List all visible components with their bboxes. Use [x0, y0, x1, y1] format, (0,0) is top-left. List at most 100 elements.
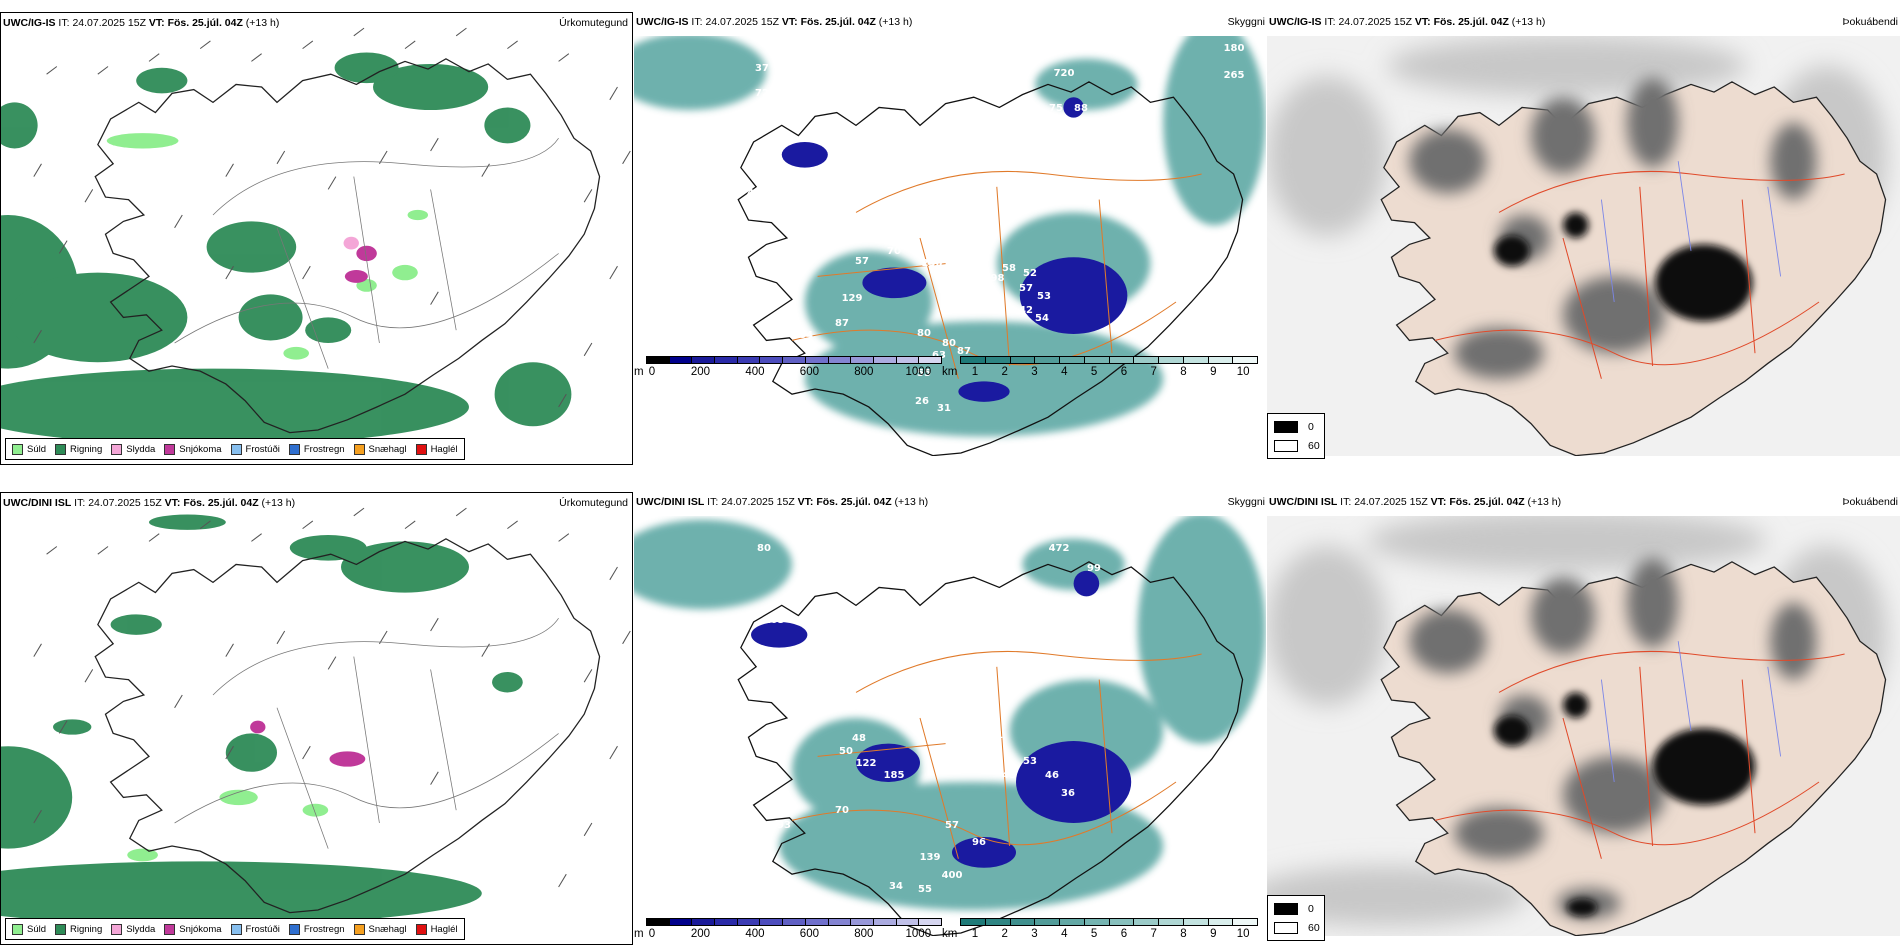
cloud-base-height-label: 80: [917, 328, 931, 339]
cloud-base-height-label: 61: [989, 730, 1003, 741]
cloud-base-height-label: 55: [917, 368, 931, 379]
colorbar-tick: 1: [971, 928, 979, 940]
legend-swatch: [415, 443, 427, 455]
colorbar-segment: [783, 919, 806, 925]
colorbar-segment: [896, 357, 920, 363]
legend-label: Súld: [27, 443, 47, 455]
colorbar-segment: [1010, 357, 1036, 363]
colorbar-segment: [715, 357, 738, 363]
fog-legend: 0 60: [1267, 895, 1325, 941]
colorbar-segment: [760, 919, 784, 925]
legend-item: Rigning: [55, 443, 102, 455]
cloud-base-height-label: 60: [899, 213, 913, 224]
cloud-base-height-label: 93: [777, 820, 791, 831]
colorbar-segment: [873, 919, 897, 925]
colorbar-tick: 6: [1120, 366, 1128, 378]
cloud-base-height-label: 122: [856, 758, 877, 769]
colorbar-segment: [1084, 357, 1110, 363]
cloud-base-height-label: 472: [1049, 543, 1070, 554]
cloud-base-height-label: 42: [732, 138, 746, 149]
cloud-base-height-label: 48: [852, 733, 866, 744]
fog-panel-top: UWC/IG-IS IT: 24.07.2025 15Z VT: Fös. 25…: [1267, 12, 1900, 465]
legend-swatch: [55, 443, 67, 455]
colorbar-segment: [805, 357, 829, 363]
cloud-base-height-label: 37: [755, 63, 769, 74]
cloud-base-height-label: 53: [1037, 291, 1051, 302]
cloud-base-height-label: 46: [1045, 770, 1059, 781]
cloud-base-height-label: 96: [972, 837, 986, 848]
cloud-base-height-label: 432: [1039, 618, 1060, 629]
colorbar-tick: 10: [1236, 928, 1250, 940]
legend-swatch: [230, 443, 242, 455]
cloud-base-height-label: 42: [1019, 305, 1033, 316]
legend-item: Slydda: [111, 923, 156, 935]
cloud-base-height-label: 105: [764, 615, 785, 626]
cloud-base-height-label: 33: [767, 113, 781, 124]
fog-legend-label: 60: [1308, 440, 1320, 452]
colorbar-tick: 1: [971, 366, 979, 378]
fog-legend-swatch: [1274, 421, 1298, 433]
colorbar-tick: 9: [1210, 928, 1217, 940]
colorbar-segment: [961, 919, 986, 925]
colorbar-tick: 600: [799, 366, 819, 378]
panel-type-label: Þokuábendi: [1842, 16, 1898, 28]
cloud-base-height-label: 57: [1019, 283, 1033, 294]
colorbar-segment: [1183, 357, 1209, 363]
cloud-base-height-label: 80: [942, 338, 956, 349]
legend-swatch: [288, 443, 300, 455]
legend-item: Frostregn: [288, 923, 345, 935]
cloud-base-height-label: 65: [972, 228, 986, 239]
cloud-base-height-label: 185: [884, 770, 905, 781]
cloud-base-height-label: 95: [709, 135, 723, 146]
cloud-base-height-label: 31: [937, 403, 951, 414]
legend-label: Slydda: [126, 923, 156, 935]
cloud-base-height-label: 58: [1002, 263, 1016, 274]
colorbar-segment: [1233, 919, 1257, 925]
cloud-base-height-label: 467: [1089, 600, 1110, 611]
fog-legend-label: 0: [1308, 903, 1314, 915]
colorbar-segment: [715, 919, 738, 925]
colorbar-segment: [1134, 919, 1159, 925]
precip-map: [1, 507, 631, 926]
cloud-base-height-label: 52: [987, 748, 1001, 759]
colorbar-segment: [1060, 919, 1085, 925]
legend-item: Snæhagl: [353, 923, 407, 935]
legend-swatch: [12, 923, 23, 935]
cloud-base-height-label: 84: [799, 330, 813, 341]
colorbar-tick: 800: [854, 928, 874, 940]
colorbar-segment: [760, 357, 784, 363]
legend-label: Snæhagl: [368, 923, 407, 935]
height-colorbar: m 0 200 400 600 800 1000: [634, 356, 944, 382]
legend-item: Frostregn: [288, 443, 345, 455]
fog-legend-row: 0: [1274, 421, 1314, 433]
colorbar-segment: [919, 357, 941, 363]
colorbar-segment: [1109, 919, 1135, 925]
height-colorbar: m 0 200 400 600 800 1000: [634, 918, 944, 944]
cloud-base-height-label: 230: [922, 258, 943, 269]
panel-header: UWC/IG-IS IT: 24.07.2025 15Z VT: Fös. 25…: [3, 17, 280, 29]
legend-item: Súld: [12, 923, 46, 935]
cloud-base-height-label: 139: [920, 852, 941, 863]
colorbar-segment: [1134, 357, 1159, 363]
colorbar-segment: [805, 919, 829, 925]
colorbar-segment: [669, 357, 693, 363]
cloud-base-height-label: 66: [770, 188, 784, 199]
panel-type-label: Úrkomutegund: [559, 497, 628, 509]
colorbar-tick: 9: [1210, 366, 1217, 378]
colorbar-tick: 3: [1031, 366, 1038, 378]
legend-label: Snjókoma: [179, 923, 222, 935]
cloud-base-height-label: 36: [1061, 788, 1075, 799]
colorbar-segment: [985, 919, 1011, 925]
colorbar-segment: [1035, 919, 1060, 925]
colorbar-tick: 8: [1180, 366, 1187, 378]
legend-label: Frostúði: [245, 443, 280, 455]
colorbar-tick: 600: [799, 928, 819, 940]
cloud-base-height-label: 50: [839, 746, 853, 757]
colorbar-tick: 400: [745, 928, 765, 940]
colorbar-tick: 8: [1180, 928, 1187, 940]
cloud-base-height-label: 88: [1074, 103, 1088, 114]
colorbar-tick: 4: [1061, 366, 1068, 378]
colorbar-segment: [961, 357, 986, 363]
precip-type-panel-bottom: UWC/DINI ISL IT: 24.07.2025 15Z VT: Fös.…: [0, 492, 633, 945]
